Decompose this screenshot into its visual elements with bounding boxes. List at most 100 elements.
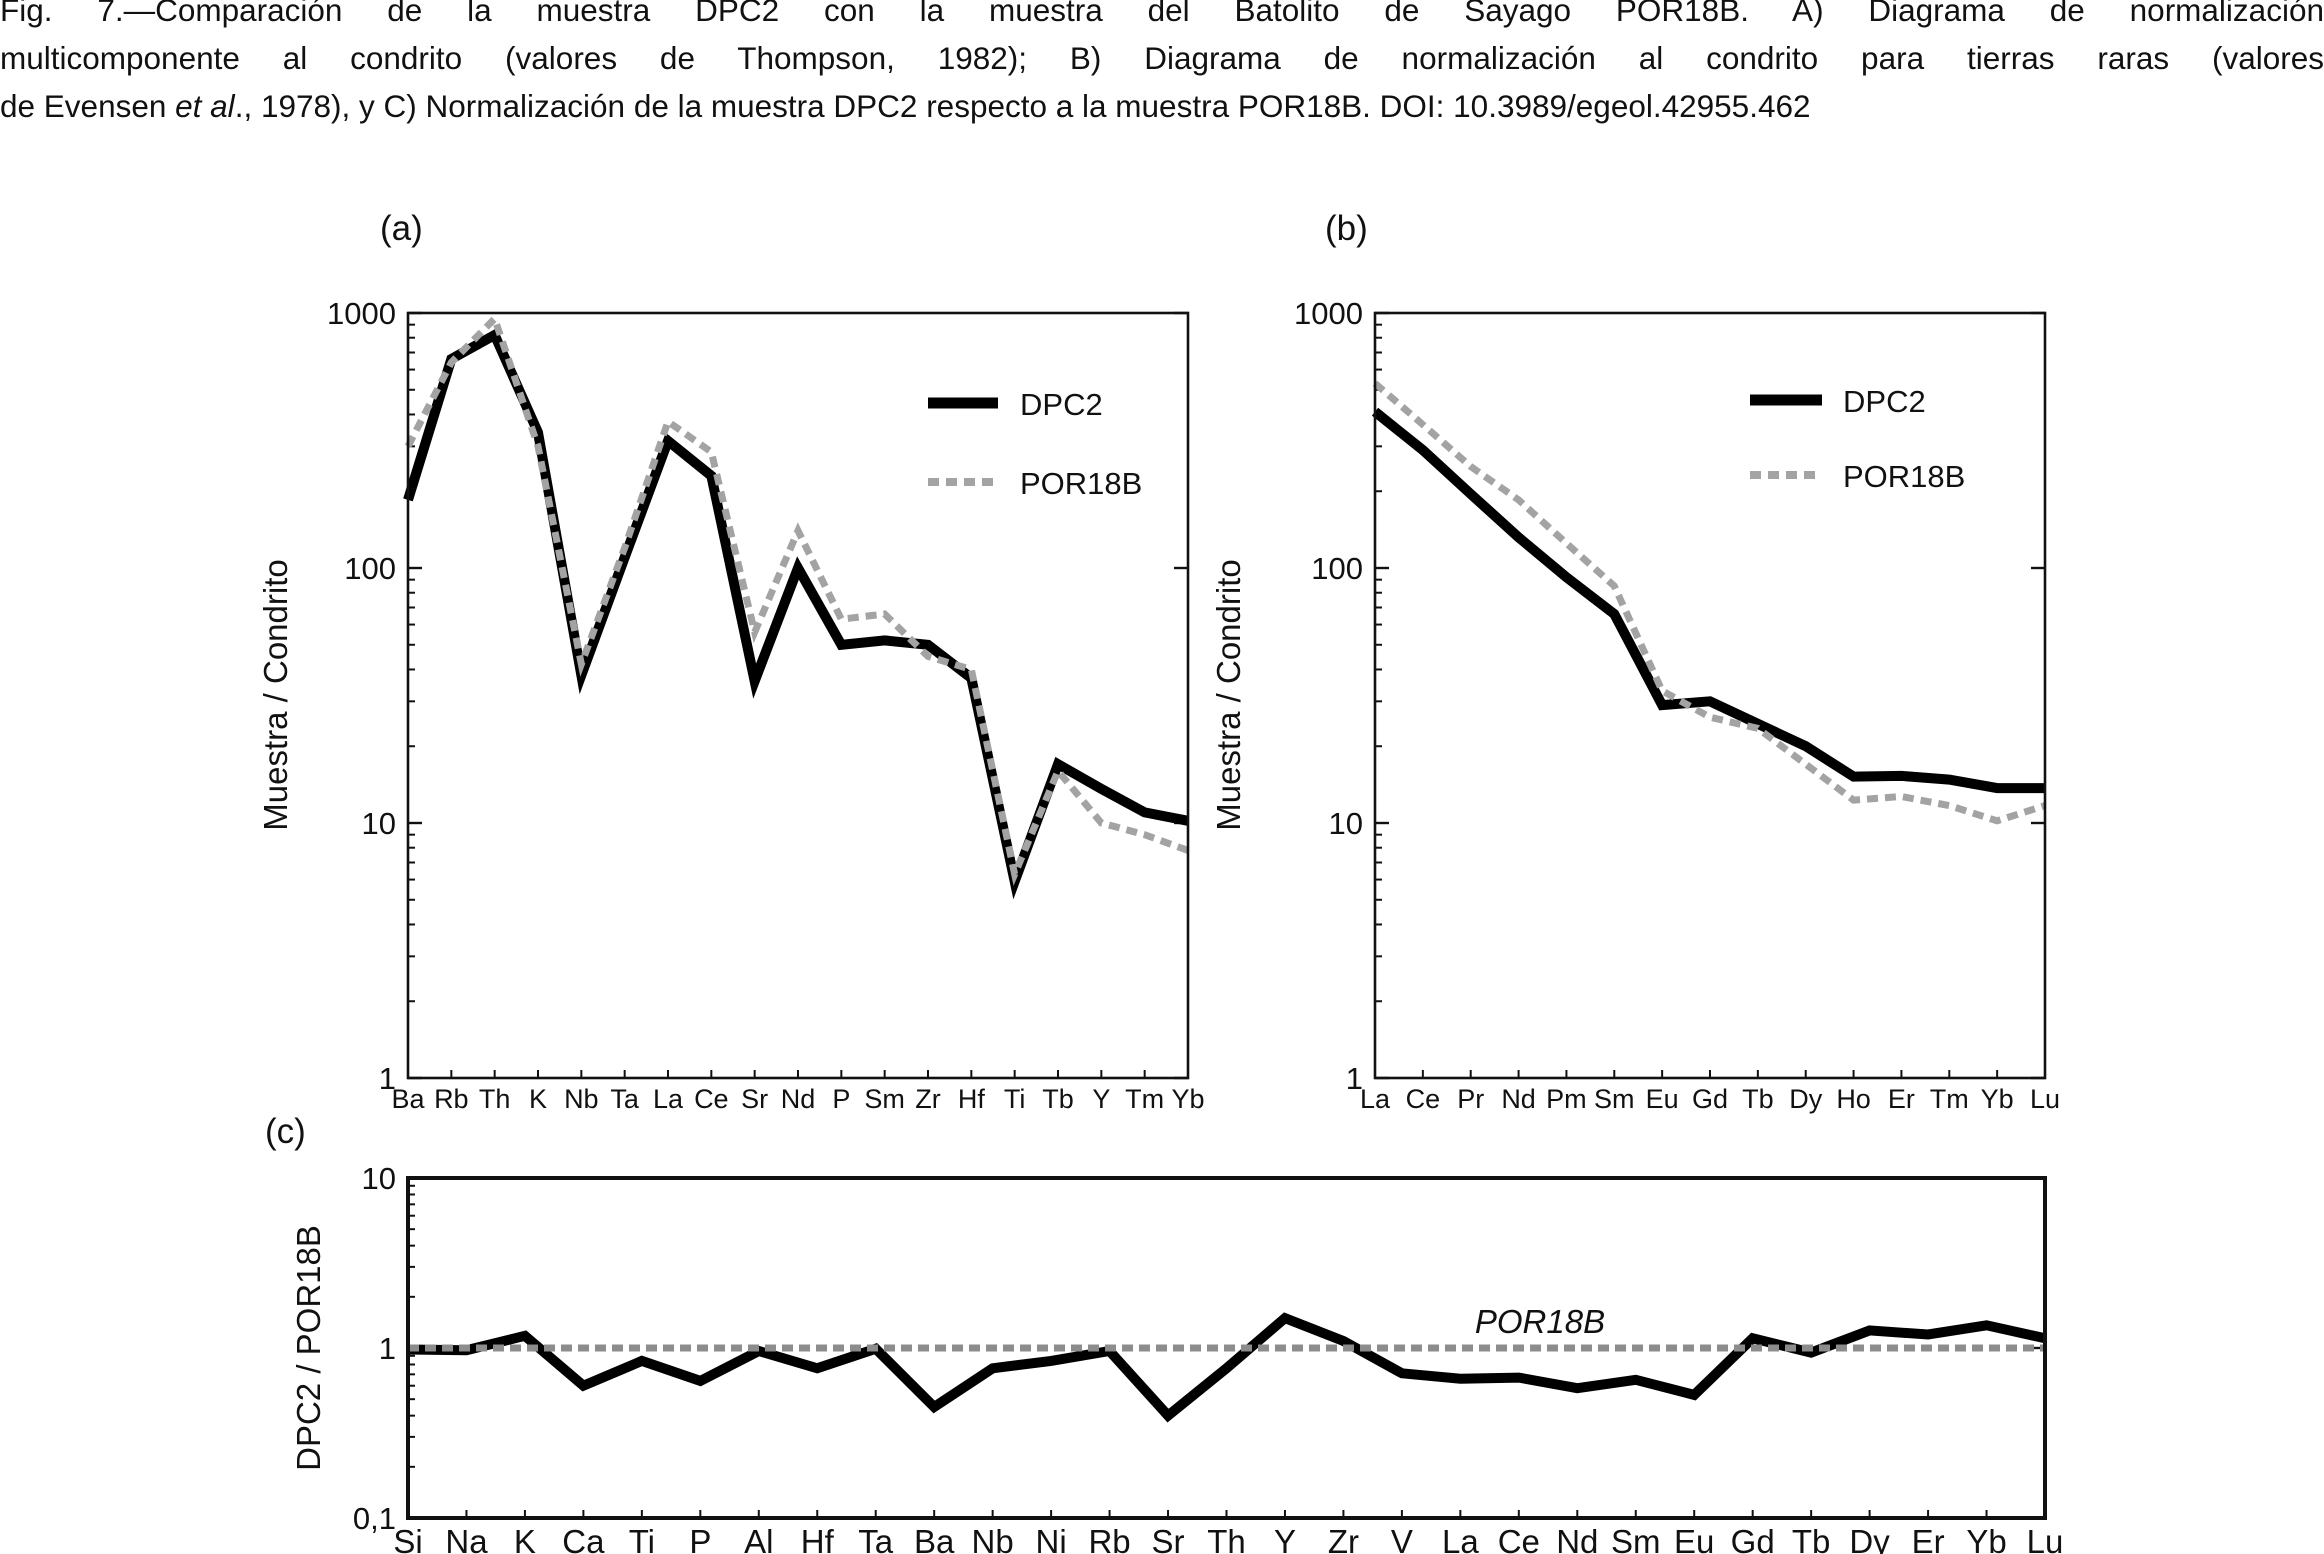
- x-tick-label-c: Sr: [1152, 1523, 1185, 1554]
- caption-line-2: multicomponente al condrito (valores de …: [0, 40, 2324, 76]
- x-tick-label-c: Ta: [858, 1523, 894, 1554]
- y-axis-label-c: DPC2 / POR18B: [290, 1225, 327, 1471]
- x-tick-label-b: Ho: [1836, 1084, 1871, 1114]
- x-tick-label-c: Lu: [2027, 1523, 2064, 1554]
- x-tick-label-b: Lu: [2030, 1084, 2060, 1114]
- x-tick-label-c: Tb: [1792, 1523, 1831, 1554]
- x-tick-label-c: Er: [1912, 1523, 1945, 1554]
- x-tick-label-c: Yb: [1966, 1523, 2006, 1554]
- series-line-por18b-a: [404, 312, 1190, 886]
- x-tick-label-c: Ce: [1498, 1523, 1540, 1554]
- x-tick-label-c: Th: [1207, 1523, 1246, 1554]
- x-tick-label-a: K: [529, 1084, 547, 1114]
- y-tick-label-a: 100: [344, 551, 396, 586]
- x-tick-label-a: Th: [479, 1084, 511, 1114]
- x-tick-label-c: Nb: [972, 1523, 1014, 1554]
- chart-panel-a: (a) Muestra / Condrito 1 10 100 1000 Ba Rb Th K Nb…: [257, 209, 1205, 1114]
- plot-frame-a: [406, 311, 1190, 1080]
- caption-line-3-end: ., 1978), y C) Normalización de la muest…: [234, 88, 1811, 124]
- x-tick-label-c: P: [689, 1523, 711, 1554]
- y-axis-label-a: Muestra / Condrito: [257, 559, 294, 830]
- x-tick-label-c: Gd: [1731, 1523, 1775, 1554]
- x-tick-label-b: Tm: [1930, 1084, 1969, 1114]
- panel-label-b: (b): [1325, 209, 1368, 248]
- x-tick-label-c: K: [514, 1523, 536, 1554]
- x-tick-label-c: Eu: [1674, 1523, 1714, 1554]
- x-tick-label-c: Y: [1274, 1523, 1296, 1554]
- legend-label-por18b: POR18B: [1843, 459, 1965, 494]
- x-tick-label-c: Sm: [1611, 1523, 1661, 1554]
- x-tick-label-a: Sm: [864, 1084, 905, 1114]
- y-tick-label-b: 1: [1346, 1061, 1363, 1096]
- x-tick-label-c: Na: [445, 1523, 488, 1554]
- x-tick-label-c: V: [1391, 1523, 1413, 1554]
- x-tick-label-a: Ce: [694, 1084, 729, 1114]
- y-tick-label-a: 1: [379, 1061, 396, 1096]
- x-tick-label-c: Nd: [1556, 1523, 1598, 1554]
- x-tick-label-a: Rb: [434, 1084, 469, 1114]
- caption-line-3-start: de Evensen: [0, 88, 176, 124]
- x-tick-label-c: Rb: [1088, 1523, 1130, 1554]
- x-tick-label-a: Ba: [391, 1084, 425, 1114]
- x-tick-label-c: Ca: [562, 1523, 605, 1554]
- y-tick-label-b: 1000: [1294, 296, 1363, 331]
- y-axis-label-b: Muestra / Condrito: [1210, 559, 1247, 830]
- x-tick-label-c: Ni: [1036, 1523, 1067, 1554]
- x-tick-label-c: Ba: [914, 1523, 955, 1554]
- x-tick-label-b: Pm: [1546, 1084, 1587, 1114]
- x-tick-label-a: Tb: [1042, 1084, 1074, 1114]
- y-tick-label-c: 10: [362, 1161, 396, 1196]
- x-tick-label-b: Nd: [1501, 1084, 1536, 1114]
- x-tick-label-a: Nb: [564, 1084, 599, 1114]
- panel-label-c: (c): [265, 1112, 306, 1151]
- x-tick-label-c: La: [1442, 1523, 1479, 1554]
- x-tick-label-a: Y: [1092, 1084, 1110, 1114]
- legend-label-dpc2: DPC2: [1020, 387, 1103, 422]
- x-tick-label-a: Nd: [781, 1084, 816, 1114]
- x-tick-label-a: Yb: [1171, 1084, 1204, 1114]
- y-tick-label-a: 1000: [327, 296, 396, 331]
- x-tick-label-b: Ce: [1406, 1084, 1441, 1114]
- x-tick-label-c: Ti: [629, 1523, 655, 1554]
- y-tick-label-b: 100: [1311, 551, 1363, 586]
- series-line-por18b-b: [1372, 380, 2047, 825]
- x-tick-label-b: Pr: [1457, 1084, 1484, 1114]
- y-tick-label-b: 10: [1329, 806, 1363, 841]
- y-tick-label-a: 10: [362, 806, 396, 841]
- x-tick-label-a: Ta: [610, 1084, 640, 1114]
- x-tick-label-c: Si: [393, 1523, 422, 1554]
- x-tick-label-c: Zr: [1328, 1523, 1359, 1554]
- x-tick-label-b: Gd: [1692, 1084, 1728, 1114]
- series-line-dpc2-a: [403, 327, 1189, 900]
- x-tick-label-a: Zr: [915, 1084, 940, 1114]
- x-tick-label-a: Hf: [958, 1084, 985, 1114]
- x-tick-label-b: Eu: [1646, 1084, 1679, 1114]
- legend-label-dpc2: DPC2: [1843, 384, 1926, 419]
- figure-caption: Fig. 7.—Comparación de la muestra DPC2 c…: [0, 0, 2324, 130]
- x-tick-label-a: Sr: [741, 1084, 768, 1114]
- x-tick-label-a: P: [832, 1084, 850, 1114]
- caption-line-3-italic: et al: [175, 88, 235, 124]
- series-line-dpc2-c: [407, 1312, 2047, 1423]
- caption-line-1: Fig. 7.—Comparación de la muestra DPC2 c…: [0, 0, 2324, 28]
- reference-line-annotation: POR18B: [1475, 1303, 1605, 1340]
- x-tick-label-b: Tb: [1742, 1084, 1774, 1114]
- x-tick-label-a: La: [653, 1084, 684, 1114]
- y-tick-label-c: 0,1: [353, 1501, 396, 1536]
- x-tick-label-b: Er: [1888, 1084, 1915, 1114]
- x-tick-label-a: Ti: [1004, 1084, 1026, 1114]
- x-tick-label-a: Tm: [1125, 1084, 1164, 1114]
- legend-a: DPC2 POR18B: [928, 387, 1142, 501]
- plot-frame-c: [406, 1176, 2047, 1520]
- x-tick-label-c: Al: [744, 1523, 773, 1554]
- series-line-dpc2-b: [1371, 407, 2045, 794]
- x-tick-label-b: Dy: [1789, 1084, 1822, 1114]
- legend-label-por18b: POR18B: [1020, 466, 1142, 501]
- plot-frame-b: [1373, 311, 2047, 1080]
- y-tick-label-c: 1: [379, 1331, 396, 1366]
- chart-panel-b: (b) Muestra / Condrito 1 10 100 1000 La Ce Pr Nd P…: [1210, 209, 2060, 1114]
- legend-b: DPC2 POR18B: [1750, 384, 1965, 494]
- chart-panel-c: (c) DPC2 / POR18B 0,1 1 10 Si Na K Ca Ti P Al Hf Ta Ba…: [265, 1112, 2063, 1554]
- x-tick-label-b: La: [1360, 1084, 1391, 1114]
